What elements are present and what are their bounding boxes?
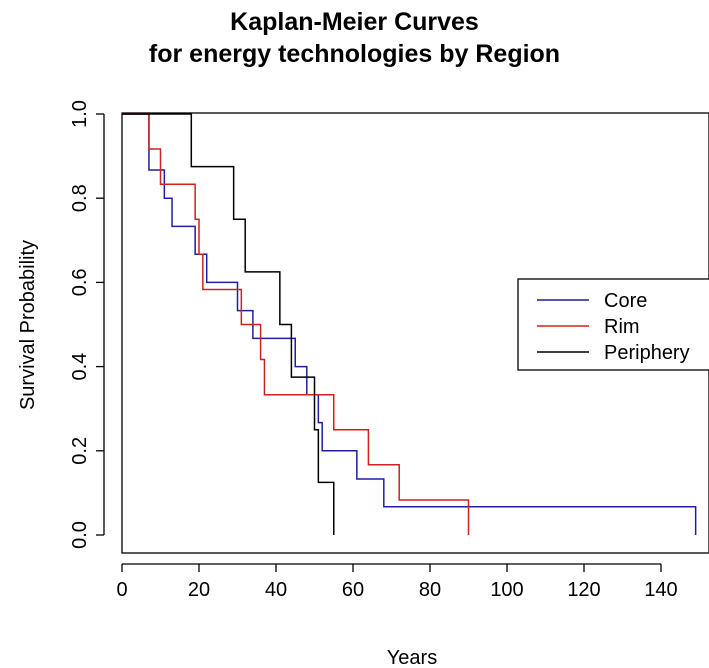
legend-box [517,278,709,371]
x-axis-label: Years [387,647,437,668]
x-tick-label: 40 [265,579,287,601]
x-tick-label: 0 [116,579,127,601]
legend-label-core: Core [604,290,647,312]
x-tick-label: 120 [567,579,600,601]
km-curve-rim [122,113,470,535]
legend-label-rim: Rim [604,316,640,338]
y-tick-label: 0.8 [69,184,91,212]
x-axis: 0 20 40 60 80 100 120 140 [116,563,678,601]
chart-title-line-1: Kaplan-Meier Curves [230,8,479,36]
y-tick-label: 0.2 [69,437,91,465]
y-axis: 0.0 0.2 0.4 0.6 0.8 1.0 [69,100,105,549]
y-tick-label: 0.4 [69,353,91,381]
x-tick-label: 140 [644,579,677,601]
x-tick-label: 100 [490,579,523,601]
y-tick-label: 0.0 [69,521,91,549]
km-curve-periphery [122,113,335,535]
plot-frame [121,112,709,554]
y-axis-label: Survival Probability [17,240,39,410]
y-tick-label: 1.0 [69,100,91,128]
legend: Core Rim Periphery [517,278,709,371]
km-curve-core [122,113,697,535]
x-tick-label: 80 [419,579,441,601]
x-tick-label: 20 [188,579,210,601]
chart-title-line-2: for energy technologies by Region [148,40,561,68]
x-tick-label: 60 [342,579,364,601]
series-layer [122,113,697,535]
y-tick-label: 0.6 [69,268,91,296]
legend-label-periphery: Periphery [604,342,690,364]
